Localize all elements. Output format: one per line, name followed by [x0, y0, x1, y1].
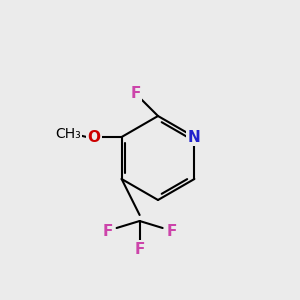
- Text: F: F: [130, 86, 141, 101]
- Text: O: O: [87, 130, 100, 145]
- Text: F: F: [167, 224, 177, 238]
- Text: F: F: [102, 224, 113, 238]
- Text: N: N: [188, 130, 201, 145]
- Text: F: F: [134, 242, 145, 256]
- Text: CH₃: CH₃: [55, 128, 81, 141]
